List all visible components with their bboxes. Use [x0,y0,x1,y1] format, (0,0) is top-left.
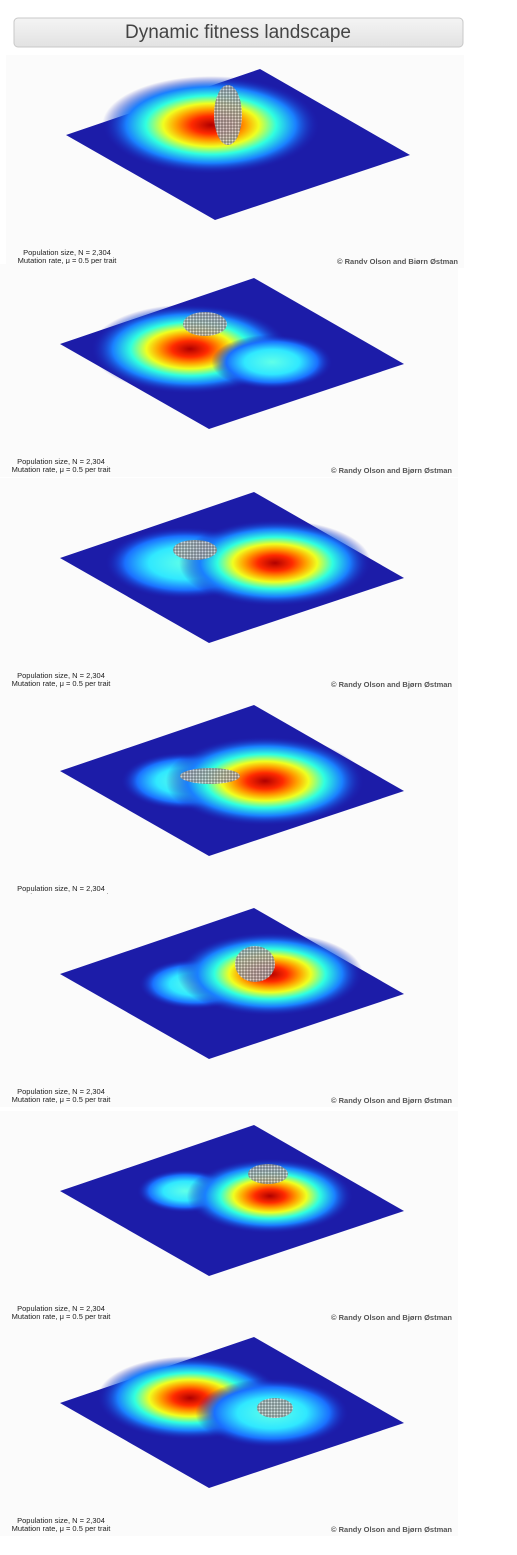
population-size: Population size, N = 2,304 [17,1304,105,1313]
credit: © Randy Olson and Bjørn Østman [331,680,452,689]
credit: © Randy Olson and Bjørn Østman [337,257,458,266]
header-bar [13,17,464,48]
header-title: Dynamic fitness landscape [125,22,351,43]
population-size: Population size, N = 2,304 [17,457,105,466]
population [257,1398,293,1418]
population [173,540,217,560]
mutation-rate: Mutation rate, μ = 0.5 per trait [12,1095,112,1104]
credit: © Randy Olson and Bjørn Østman [331,1525,452,1534]
credit: © Randy Olson and Bjørn Østman [331,1096,452,1105]
fitness-peak [102,76,320,174]
population [180,768,240,784]
mutation-rate: Mutation rate, μ = 0.5 per trait [12,679,112,688]
mutation-rate: Mutation rate, μ = 0.5 per trait [12,465,112,474]
credit: © Randy Olson and Bjørn Østman [331,466,452,475]
population [183,312,227,336]
population-size: Population size, N = 2,304 [17,671,105,680]
fitness-peak [165,736,365,826]
population [248,1164,288,1184]
fitness-peak [179,519,371,607]
population-size: Population size, N = 2,304 [17,1516,105,1525]
mutation-rate: Mutation rate, μ = 0.5 per trait [18,256,118,265]
credit: © Randy Olson and Bjørn Østman [331,1313,452,1322]
mutation-rate: Mutation rate, μ = 0.5 per trait [12,1312,112,1321]
population [235,946,275,982]
fitness-peak [211,334,333,390]
mutation-rate: Mutation rate, μ = 0.5 per trait [12,1524,112,1533]
population [214,85,242,145]
population-size: Population size, N = 2,304 [23,248,111,257]
population-size: Population size, N = 2,304 [17,1087,105,1096]
fitness-peak [186,1158,354,1234]
population-size: Population size, N = 2,304 [17,884,105,893]
